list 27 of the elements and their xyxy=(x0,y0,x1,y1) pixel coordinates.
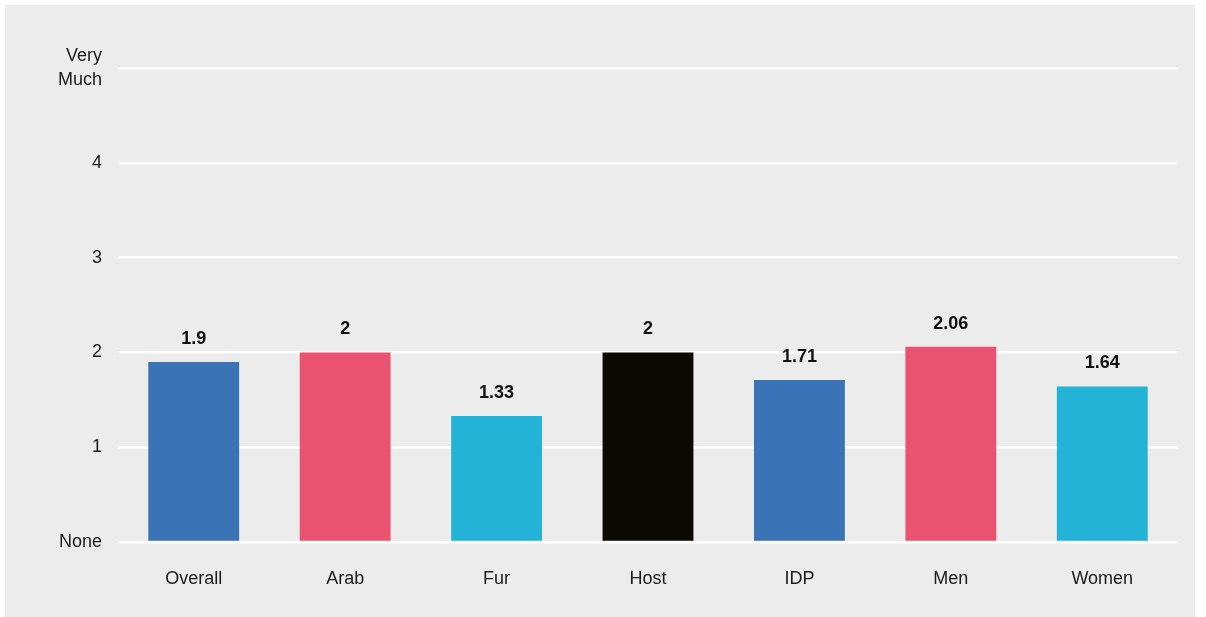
x-tick-label: Fur xyxy=(483,567,511,588)
bar xyxy=(905,346,997,541)
data-label: 2 xyxy=(340,318,351,339)
x-tick-label: Women xyxy=(1071,567,1134,588)
y-tick-label: Very Much xyxy=(57,44,102,90)
x-tick-label: IDP xyxy=(784,567,815,588)
y-tick-label: 1 xyxy=(91,436,102,457)
x-tick-label: Overall xyxy=(165,567,223,588)
bar xyxy=(1056,386,1148,541)
data-label: 2 xyxy=(642,318,654,339)
y-tick-label: 3 xyxy=(91,246,102,267)
y-tick-label: 2 xyxy=(91,341,102,362)
y-tick-label: None xyxy=(58,530,102,551)
x-tick-label: Men xyxy=(933,567,969,588)
data-label: 1.64 xyxy=(1084,352,1120,373)
bar xyxy=(148,361,240,541)
bar xyxy=(451,415,542,541)
data-label: 1.9 xyxy=(181,327,207,348)
y-tick-label: 4 xyxy=(91,151,102,172)
x-tick-label: Host xyxy=(629,567,667,588)
data-label: 1.33 xyxy=(479,381,515,402)
data-label: 1.71 xyxy=(781,345,817,366)
bar xyxy=(299,352,391,541)
bar xyxy=(754,379,845,541)
data-label: 2.06 xyxy=(933,312,969,333)
x-tick-label: Arab xyxy=(326,567,365,588)
bar xyxy=(602,352,694,541)
